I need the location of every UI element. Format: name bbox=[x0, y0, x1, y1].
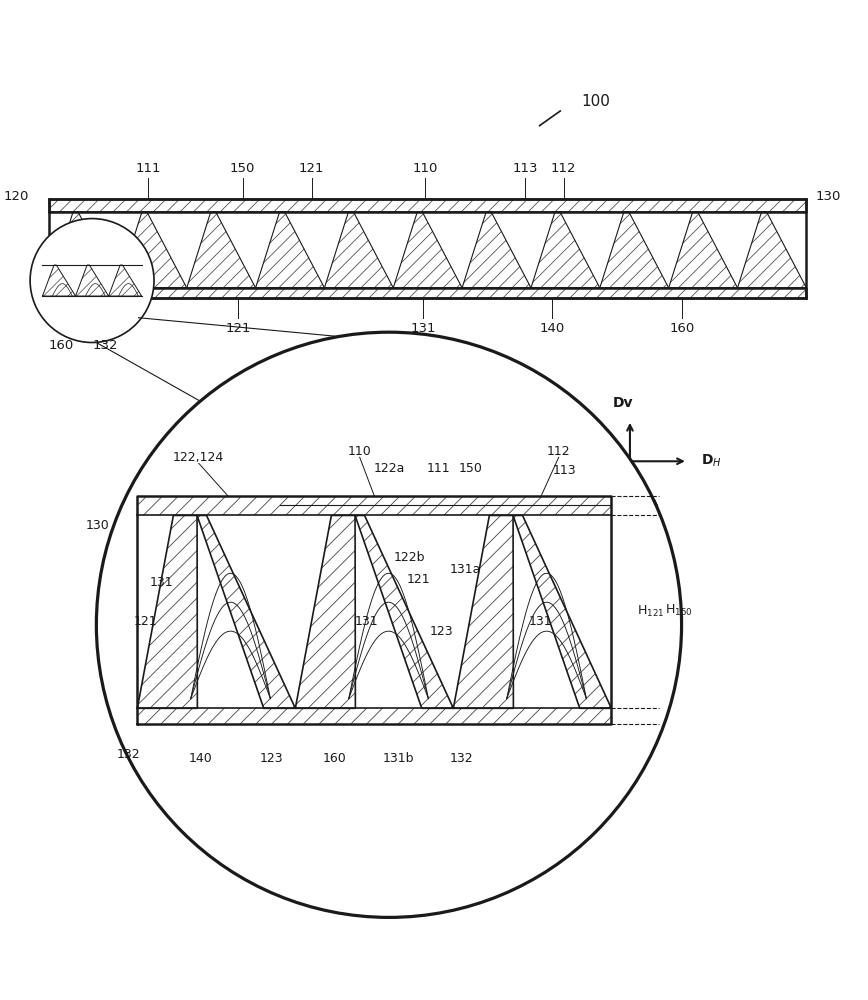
Polygon shape bbox=[531, 212, 600, 288]
Text: 160: 160 bbox=[323, 752, 346, 765]
Text: 123: 123 bbox=[260, 752, 284, 765]
Text: H$_{121}$: H$_{121}$ bbox=[637, 604, 665, 619]
Polygon shape bbox=[325, 212, 393, 288]
Text: 111: 111 bbox=[135, 162, 161, 175]
Text: 132: 132 bbox=[450, 752, 473, 765]
Circle shape bbox=[30, 219, 154, 343]
Text: H$_{150}$: H$_{150}$ bbox=[665, 603, 693, 618]
Text: 120: 120 bbox=[3, 190, 29, 203]
Text: 150: 150 bbox=[230, 162, 255, 175]
Polygon shape bbox=[355, 515, 453, 708]
Polygon shape bbox=[453, 515, 513, 708]
Polygon shape bbox=[462, 212, 531, 288]
Text: 130: 130 bbox=[815, 190, 840, 203]
Polygon shape bbox=[295, 515, 355, 708]
Polygon shape bbox=[255, 212, 325, 288]
Text: 140: 140 bbox=[188, 752, 213, 765]
Text: 113: 113 bbox=[553, 464, 576, 477]
Text: 160: 160 bbox=[49, 339, 74, 352]
Text: 122,124: 122,124 bbox=[173, 451, 225, 464]
Polygon shape bbox=[600, 212, 668, 288]
Polygon shape bbox=[197, 515, 295, 708]
Text: 110: 110 bbox=[348, 445, 372, 458]
Polygon shape bbox=[108, 265, 141, 296]
Polygon shape bbox=[49, 199, 806, 298]
Text: 111: 111 bbox=[427, 462, 450, 475]
Text: 130: 130 bbox=[86, 519, 109, 532]
Text: 150: 150 bbox=[459, 462, 483, 475]
Text: 140: 140 bbox=[540, 322, 565, 335]
Text: 132: 132 bbox=[92, 339, 118, 352]
Polygon shape bbox=[393, 212, 462, 288]
Polygon shape bbox=[49, 212, 118, 288]
Polygon shape bbox=[137, 515, 197, 708]
Text: 123: 123 bbox=[430, 625, 453, 638]
Text: 100: 100 bbox=[582, 94, 610, 109]
Text: 110: 110 bbox=[412, 162, 437, 175]
Polygon shape bbox=[118, 212, 187, 288]
Text: 131: 131 bbox=[411, 322, 436, 335]
Text: 131: 131 bbox=[149, 576, 173, 589]
Polygon shape bbox=[76, 265, 108, 296]
Polygon shape bbox=[43, 265, 76, 296]
Polygon shape bbox=[137, 496, 611, 724]
Text: 131a: 131a bbox=[450, 563, 481, 576]
Text: Dv: Dv bbox=[613, 396, 634, 410]
Text: 160: 160 bbox=[670, 322, 695, 335]
Polygon shape bbox=[513, 515, 611, 708]
Text: 122b: 122b bbox=[394, 551, 425, 564]
Text: 131: 131 bbox=[355, 615, 378, 628]
Text: 121: 121 bbox=[299, 162, 325, 175]
Text: 121: 121 bbox=[226, 322, 251, 335]
Text: 121: 121 bbox=[134, 615, 157, 628]
Text: 131b: 131b bbox=[382, 752, 414, 765]
Text: 122a: 122a bbox=[373, 462, 404, 475]
Text: 121: 121 bbox=[406, 573, 430, 586]
Text: 131: 131 bbox=[529, 615, 552, 628]
Text: 112: 112 bbox=[547, 445, 570, 458]
Polygon shape bbox=[187, 212, 255, 288]
Text: 112: 112 bbox=[551, 162, 576, 175]
Text: 132: 132 bbox=[117, 748, 141, 761]
Polygon shape bbox=[738, 212, 806, 288]
Polygon shape bbox=[668, 212, 738, 288]
Text: 113: 113 bbox=[512, 162, 537, 175]
Circle shape bbox=[96, 332, 681, 917]
Text: D$_H$: D$_H$ bbox=[700, 453, 721, 469]
